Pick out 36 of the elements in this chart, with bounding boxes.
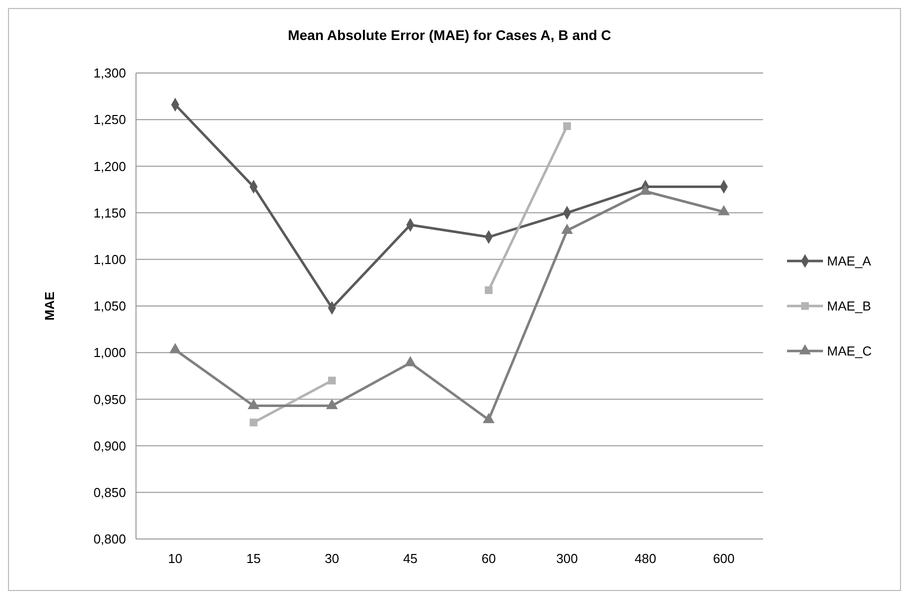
point: [404, 356, 416, 366]
point: [718, 205, 730, 216]
x-tick-label: 45: [403, 551, 418, 566]
x-tick-label: 15: [246, 551, 261, 566]
y-tick-label: 0,800: [93, 532, 126, 547]
point: [169, 343, 182, 354]
point: [482, 412, 495, 424]
x-tick-label: 30: [324, 551, 340, 566]
y-tick-label: 1,150: [93, 205, 126, 220]
chart-title: Mean Absolute Error (MAE) for Cases A, B and C: [288, 27, 612, 43]
y-tick-label: 0,850: [93, 484, 126, 500]
y-tick-label: 1,000: [93, 345, 126, 360]
point: [248, 398, 260, 410]
point: [640, 184, 652, 195]
x-tick-label: 600: [712, 551, 735, 566]
y-tick-label: 0,950: [93, 392, 126, 407]
point: [328, 376, 336, 384]
y-axis-title: MAE: [42, 291, 57, 320]
point: [250, 418, 258, 426]
point: [561, 224, 573, 234]
x-tick-label: 300: [556, 551, 578, 566]
legend-label: MAE_C: [827, 344, 872, 359]
y-tick-label: 1,200: [93, 158, 126, 174]
point: [484, 286, 493, 294]
legend-label: MAE_B: [827, 298, 872, 314]
y-tick-label: 1,100: [93, 252, 126, 267]
y-tick-label: 1,300: [93, 66, 126, 81]
point: [326, 398, 338, 410]
legend-label: MAE_A: [827, 254, 872, 269]
x-tick-label: 60: [481, 551, 496, 566]
y-tick-label: 1,250: [93, 112, 126, 128]
y-tick-label: 1,050: [93, 298, 126, 314]
x-tick-label: 480: [634, 551, 656, 566]
y-tick-label: 0,900: [93, 438, 126, 454]
x-tick-label: 10: [168, 551, 182, 566]
point: [563, 122, 571, 130]
